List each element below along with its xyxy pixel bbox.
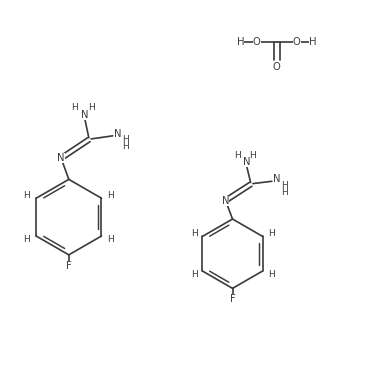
Text: H: H — [234, 151, 241, 159]
Text: H: H — [72, 103, 78, 112]
Text: H: H — [309, 37, 317, 47]
Text: N: N — [81, 110, 89, 120]
Text: H: H — [281, 187, 288, 197]
Text: N: N — [222, 196, 229, 206]
Text: H: H — [268, 229, 274, 238]
Text: N: N — [114, 129, 121, 139]
Text: O: O — [273, 62, 281, 72]
Text: F: F — [230, 294, 236, 304]
Text: O: O — [293, 37, 301, 47]
Text: H: H — [191, 229, 197, 238]
Text: H: H — [281, 181, 288, 190]
Text: H: H — [123, 142, 129, 151]
Text: H: H — [24, 191, 30, 200]
Text: H: H — [191, 270, 197, 279]
Text: N: N — [57, 153, 65, 163]
Text: F: F — [66, 262, 72, 272]
Text: H: H — [268, 270, 274, 279]
Text: H: H — [123, 135, 129, 144]
Text: N: N — [243, 157, 251, 167]
Text: H: H — [107, 235, 114, 244]
Text: H: H — [107, 191, 114, 200]
Text: H: H — [88, 103, 95, 112]
Text: H: H — [24, 235, 30, 244]
Text: H: H — [249, 151, 256, 159]
Text: O: O — [253, 37, 261, 47]
Text: H: H — [237, 37, 244, 47]
Text: N: N — [273, 174, 281, 184]
